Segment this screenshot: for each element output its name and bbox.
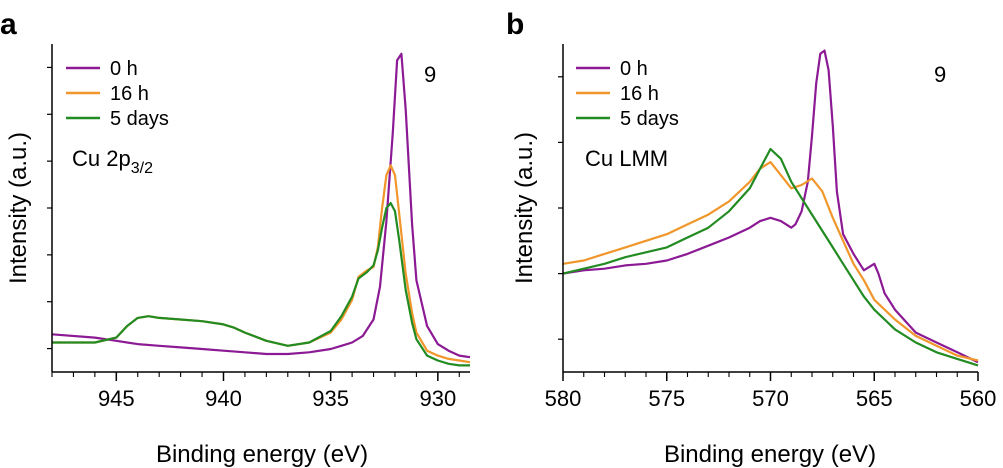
legend-label-a-0: 0 h xyxy=(110,58,138,80)
x-tick-label-b: 570 xyxy=(752,386,789,411)
x-tick-label-a: 930 xyxy=(419,386,456,411)
legend-label-b-1: 16 h xyxy=(620,83,659,105)
region-label-a: Cu 2p3/2 xyxy=(72,146,153,177)
legend-label-a-2: 5 days xyxy=(110,108,169,130)
panel-b: b Intensity (a.u.) Binding energy (eV) 9… xyxy=(506,8,996,468)
panel-a: a Intensity (a.u.) Binding energy (eV) 9… xyxy=(0,8,471,468)
x-tick-label-b: 565 xyxy=(856,386,893,411)
ylabel-b: Intensity (a.u.) xyxy=(511,132,538,284)
legend-label-b-2: 5 days xyxy=(620,108,679,130)
x-tick-label-b: 580 xyxy=(545,386,582,411)
region-label-b: Cu LMM xyxy=(585,146,668,171)
axes-a: 945 940 935 930 xyxy=(47,44,470,411)
legend-label-a-1: 16 h xyxy=(110,83,149,105)
ylabel-a: Intensity (a.u.) xyxy=(5,132,32,284)
legend-b: 0 h 16 h 5 days xyxy=(576,58,679,130)
panel-label-b: b xyxy=(506,8,524,41)
panel-label-a: a xyxy=(0,8,17,41)
annotation-number-b: 9 xyxy=(934,62,946,87)
series-line-b-1 xyxy=(562,161,979,362)
legend-a: 0 h 16 h 5 days xyxy=(66,58,169,130)
x-tick-label-a: 945 xyxy=(98,386,135,411)
xlabel-b: Binding energy (eV) xyxy=(664,441,876,468)
legend-label-b-0: 0 h xyxy=(620,58,648,80)
x-tick-label-a: 935 xyxy=(312,386,349,411)
annotation-number-a: 9 xyxy=(424,62,436,87)
series-line-a-0 xyxy=(51,52,471,359)
series-line-a-1 xyxy=(52,164,471,364)
x-tick-label-b: 560 xyxy=(960,386,997,411)
series-a xyxy=(51,52,471,367)
series-line-b-2 xyxy=(562,147,979,367)
series-b xyxy=(562,49,979,367)
xlabel-a: Binding energy (eV) xyxy=(156,441,368,468)
series-line-a-2 xyxy=(52,202,470,367)
series-line-b-0 xyxy=(562,49,979,364)
axes-b: 580 575 570 565 560 xyxy=(545,44,997,411)
x-tick-label-b: 575 xyxy=(648,386,685,411)
x-tick-label-a: 940 xyxy=(205,386,242,411)
